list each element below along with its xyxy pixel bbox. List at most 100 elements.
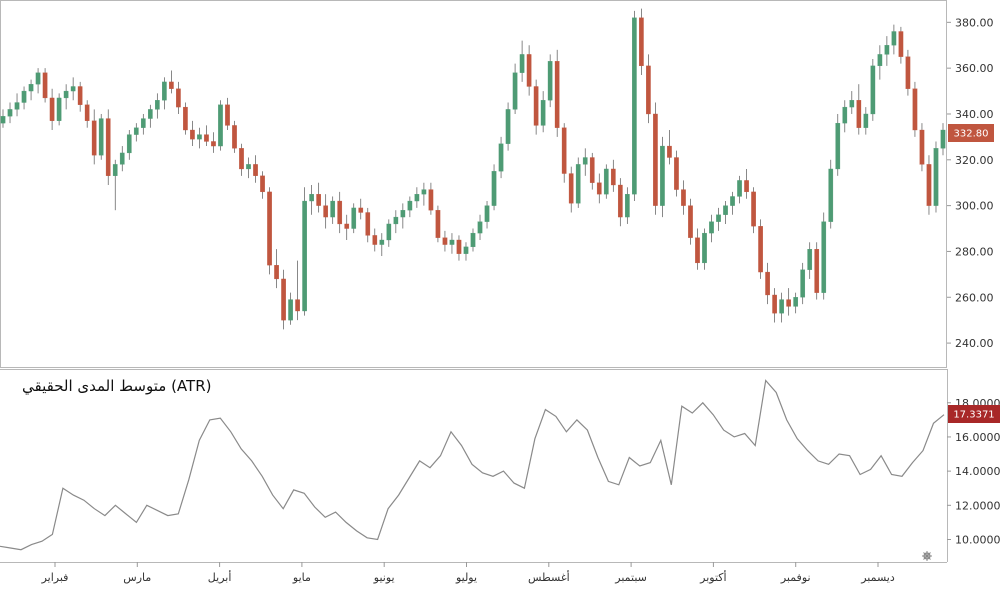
candle-body [147,109,153,119]
candle-body [98,118,104,156]
candle-body [119,152,125,165]
candle-body [176,88,181,108]
candle-body [596,182,602,195]
candle-body [835,122,841,170]
month-label: يونيو [373,571,395,584]
candle-body [589,157,595,183]
candle-body [912,88,918,131]
candle-body [849,100,855,108]
month-label: مايو [292,571,311,584]
candle-body [730,196,735,206]
atr-tick-label: 10.0000 [955,533,1000,546]
last-atr-label: 17.3371 [953,410,994,421]
candle-body [91,120,97,156]
candle-body [218,104,223,147]
atr-tick-label: 14.0000 [955,465,1000,478]
last-atr-badge: 17.3371 [948,405,1000,423]
candle-body [414,194,420,202]
candle-body [302,200,307,312]
candle-body [828,168,834,222]
candle-body [84,104,90,121]
candlestick-series [0,8,946,330]
candle-body [477,221,483,234]
candle-body [365,212,371,236]
candle-body [295,299,300,312]
candle-body [617,184,623,218]
price-panel[interactable]: 380.00 360.00 340.00 320.00 300.00 280.00 260.… [0,0,995,368]
candle-body [463,246,469,254]
candle-body [225,104,230,126]
settings-gear-icon[interactable] [922,551,932,561]
candle-body [428,189,434,211]
candle-body [779,299,784,314]
candle-body [105,118,111,176]
candle-body [400,210,406,218]
candle-body [442,237,448,245]
candle-body [898,31,904,57]
price-tick-label: 380.00 [955,16,994,29]
candle-body [512,72,518,110]
candle-body [702,232,707,264]
candle-body [140,118,146,128]
atr-panel[interactable]: متوسط المدى الحقيقي (ATR) 18.000016.0000… [0,369,1000,584]
candle-body [0,116,6,124]
candle-body [14,102,20,110]
candle-body [112,164,118,176]
candle-body [688,205,693,238]
candle-body [814,249,820,293]
candle-body [260,175,265,193]
candle-body [695,237,700,264]
month-label: ديسمبر [860,571,895,584]
candle-body [421,189,427,195]
candle-body [323,205,329,218]
candle-body [632,17,637,195]
candle-body [940,129,946,149]
candle-body [56,97,62,121]
candle-body [169,81,174,89]
last-price-label: 332.80 [954,129,989,140]
candle-body [309,194,314,202]
price-tick-label: 360.00 [955,62,994,75]
candle-body [533,86,539,126]
candle-body [653,113,658,206]
price-tick-label: 260.00 [955,291,994,304]
candle-body [372,235,378,245]
candle-body [435,210,441,238]
candle-body [786,299,791,307]
atr-series-line [0,379,945,551]
candle-body [386,223,392,241]
candle-body [639,17,644,67]
candle-body [863,113,869,128]
price-y-axis: 380.00 360.00 340.00 320.00 300.00 280.00 260.… [947,16,994,350]
candle-body [547,61,553,101]
atr-tick-label: 16.0000 [955,431,1000,444]
candle-body [316,194,321,206]
candle-body [800,269,806,298]
last-price-badge: 332.80 [948,124,994,142]
candle-body [772,294,777,314]
month-label: مارس [123,571,151,584]
month-label: فبراير [41,571,69,584]
candle-body [660,145,665,206]
candle-body [842,106,848,124]
candle-body [737,180,742,197]
candle-body [793,297,799,307]
candle-body [42,72,48,99]
candle-body [905,56,911,89]
candle-body [456,239,462,254]
candle-body [716,214,721,222]
candle-body [884,45,890,55]
candle-body [744,180,749,193]
candle-body [281,278,286,321]
candle-body [35,72,41,85]
candle-body [470,232,476,248]
candle-body [933,148,939,206]
candle-body [667,145,672,158]
candle-body [344,223,350,229]
candle-body [646,65,651,115]
candle-body [821,221,827,293]
candle-body [575,164,581,204]
candle-body [239,148,244,170]
candle-body [491,171,497,206]
